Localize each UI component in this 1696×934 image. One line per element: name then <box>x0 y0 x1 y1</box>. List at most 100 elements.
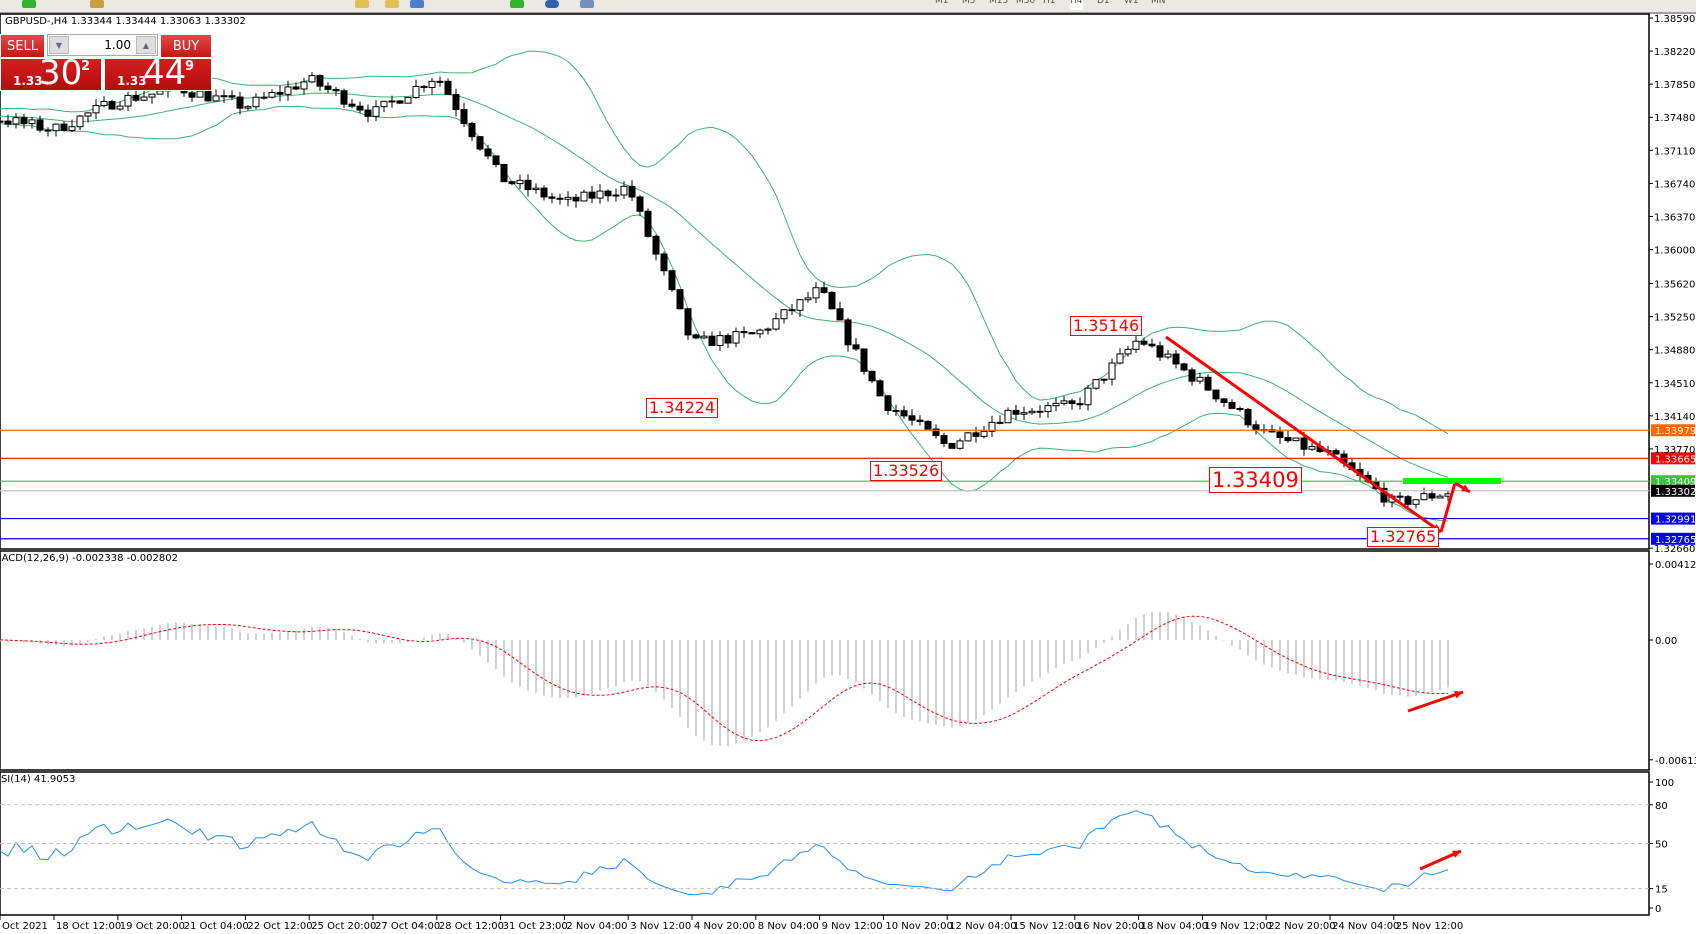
candle-bull <box>388 100 396 103</box>
period-m5[interactable]: M5 <box>962 0 976 6</box>
level-tag <box>1651 424 1695 437</box>
candle-bear <box>1236 408 1244 411</box>
candle-bull <box>1052 402 1060 407</box>
level-tag <box>1651 475 1695 488</box>
candle-bear <box>1156 345 1164 358</box>
candle-bull <box>964 432 972 442</box>
candle-bear <box>436 80 444 83</box>
candle-bull <box>1164 353 1172 358</box>
candle-bull <box>1060 400 1068 404</box>
candle-bear <box>1428 493 1436 499</box>
candle-bull <box>596 190 604 199</box>
buy-price-prefix: 1.33 <box>117 74 147 88</box>
candle-bear <box>1332 450 1340 455</box>
candle-bear <box>1300 437 1308 450</box>
candle-bear <box>396 100 404 104</box>
candle-bear <box>836 308 844 321</box>
candle-bear <box>604 190 612 197</box>
candle-bear <box>1012 409 1020 415</box>
candle-bear <box>940 435 948 444</box>
candle-bull <box>532 187 540 191</box>
candle-bull <box>580 191 588 202</box>
period-m1[interactable]: M1 <box>935 0 949 6</box>
candle-bear <box>1148 343 1156 347</box>
candle-bull <box>1092 379 1100 389</box>
candle-bear <box>708 335 716 346</box>
candle-bull <box>1028 410 1036 414</box>
candle-bear <box>492 155 500 165</box>
indicators-icon[interactable] <box>510 0 524 8</box>
macd-label: MACD(12,26,9) -0.002338 -0.002802 <box>0 553 178 564</box>
candle-bull <box>1132 340 1140 350</box>
candle-bull <box>1124 348 1132 355</box>
buy-button[interactable]: BUY <box>160 34 212 58</box>
candle-bear <box>484 148 492 157</box>
time-label: 28 Oct 12:00 <box>439 921 504 932</box>
trend-line-up <box>1439 482 1457 533</box>
candle-bull <box>0 120 4 123</box>
candle-bear <box>1180 363 1188 371</box>
candle-bull <box>244 106 252 109</box>
resistance-marker <box>1403 478 1501 484</box>
candle-bull <box>76 115 84 128</box>
candle-bull <box>732 331 740 344</box>
period-m30[interactable]: M30 <box>1016 0 1036 6</box>
annotation-level[interactable]: 1.33409 <box>1209 467 1302 493</box>
candle-bull <box>804 297 812 301</box>
zoom-out-icon[interactable] <box>385 0 399 8</box>
candle-bear <box>852 344 860 350</box>
candle-bull <box>564 196 572 200</box>
time-label: 18 Oct 12:00 <box>56 921 121 932</box>
candle-bear <box>188 92 196 98</box>
candle-bull <box>116 105 124 110</box>
rsi-tick-label: 0 <box>1655 904 1661 915</box>
macd-arrow <box>1407 690 1464 713</box>
zoom-in-icon[interactable] <box>355 0 369 8</box>
period-icon[interactable] <box>545 0 559 8</box>
candle-bear <box>1396 495 1404 498</box>
level-tag <box>1651 484 1695 497</box>
templates-icon[interactable] <box>410 0 424 8</box>
annotation-low-2[interactable]: 1.33526 <box>870 461 943 481</box>
time-label: 10 Nov 20:00 <box>885 921 952 932</box>
lot-increase-button[interactable]: ▲ <box>136 36 156 54</box>
candle-bull <box>300 81 308 90</box>
candle-bull <box>620 185 628 196</box>
period-mn[interactable]: MN <box>1151 0 1166 6</box>
price-tick-label: 1.35620 <box>1654 280 1695 291</box>
expert-icon[interactable] <box>90 0 104 8</box>
candle-bear <box>948 442 956 449</box>
candle-bear <box>1188 369 1196 382</box>
sell-button[interactable]: SELL <box>0 34 45 58</box>
candle-bear <box>1220 398 1228 403</box>
candle-bull <box>988 421 996 432</box>
macd-signal-line <box>0 615 1449 742</box>
candle-bear <box>356 105 364 111</box>
annotation-low-3[interactable]: 1.32765 <box>1367 527 1440 547</box>
candle-bear <box>828 291 836 310</box>
candle-bear <box>884 395 892 411</box>
candle-bull <box>612 194 620 197</box>
period-h1[interactable]: H1 <box>1043 0 1056 6</box>
annotation-low-1[interactable]: 1.34224 <box>646 398 719 418</box>
sell-price[interactable]: 1.33 30 2 <box>0 53 102 93</box>
candle-bull <box>780 309 788 320</box>
time-label: 15 Nov 12:00 <box>1013 921 1080 932</box>
period-w1[interactable]: W1 <box>1124 0 1139 6</box>
candle-bear <box>332 88 340 92</box>
candle-bear <box>876 380 884 397</box>
new-order-icon[interactable] <box>22 0 36 8</box>
candle-bear <box>588 191 596 199</box>
period-m15[interactable]: M15 <box>989 0 1009 6</box>
chart-icon[interactable] <box>580 0 594 8</box>
period-h4[interactable]: H4 <box>1070 0 1083 10</box>
lot-decrease-button[interactable]: ▼ <box>49 36 69 54</box>
rsi-tick-label: 100 <box>1655 778 1674 789</box>
period-d1[interactable]: D1 <box>1097 0 1110 6</box>
time-label: 25 Oct 20:00 <box>311 921 376 932</box>
lot-size-input[interactable]: ▼ 1.00 ▲ <box>47 34 158 56</box>
buy-price[interactable]: 1.33 44 9 <box>104 53 212 93</box>
annotation-high[interactable]: 1.35146 <box>1070 316 1143 336</box>
time-label: 31 Oct 23:00 <box>503 921 568 932</box>
candle-bear <box>724 335 732 344</box>
